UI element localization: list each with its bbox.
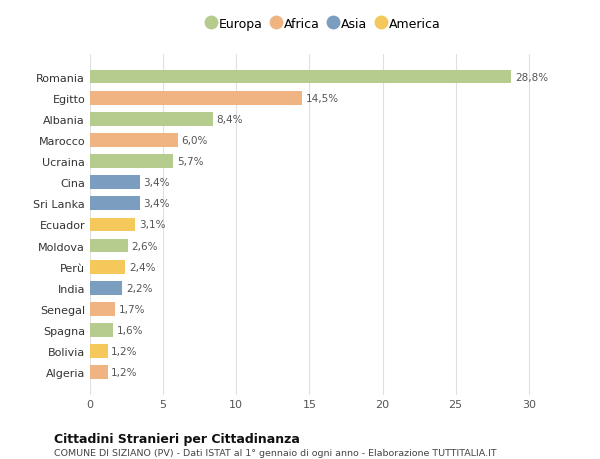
Text: 8,4%: 8,4% (217, 115, 243, 124)
Text: 2,2%: 2,2% (126, 283, 152, 293)
Text: 28,8%: 28,8% (515, 73, 548, 82)
Bar (90, 197, 140, 211)
Bar (90, 366, 107, 379)
Text: 3,4%: 3,4% (143, 199, 170, 209)
Bar (90, 176, 140, 190)
Text: 3,4%: 3,4% (143, 178, 170, 188)
Bar (90, 71, 511, 84)
Text: 1,7%: 1,7% (119, 304, 145, 314)
Text: 2,4%: 2,4% (129, 262, 155, 272)
Bar (90, 155, 173, 168)
Bar (90, 281, 122, 295)
Text: 2,6%: 2,6% (131, 241, 158, 251)
Text: COMUNE DI SIZIANO (PV) - Dati ISTAT al 1° gennaio di ogni anno - Elaborazione TU: COMUNE DI SIZIANO (PV) - Dati ISTAT al 1… (54, 448, 497, 457)
Text: Cittadini Stranieri per Cittadinanza: Cittadini Stranieri per Cittadinanza (54, 432, 300, 445)
Bar (90, 324, 113, 337)
Bar (90, 302, 115, 316)
Bar (90, 239, 128, 253)
Bar (90, 260, 125, 274)
Text: 1,6%: 1,6% (117, 325, 143, 335)
Bar (90, 134, 178, 147)
Bar (90, 92, 302, 105)
Text: 3,1%: 3,1% (139, 220, 166, 230)
Text: 1,2%: 1,2% (111, 368, 138, 377)
Legend: Europa, Africa, Asia, America: Europa, Africa, Asia, America (204, 14, 444, 34)
Text: 5,7%: 5,7% (177, 157, 203, 167)
Text: 6,0%: 6,0% (181, 135, 208, 146)
Text: 1,2%: 1,2% (111, 347, 138, 356)
Text: 14,5%: 14,5% (306, 94, 339, 103)
Bar (90, 112, 213, 126)
Bar (90, 218, 136, 232)
Bar (90, 345, 107, 358)
